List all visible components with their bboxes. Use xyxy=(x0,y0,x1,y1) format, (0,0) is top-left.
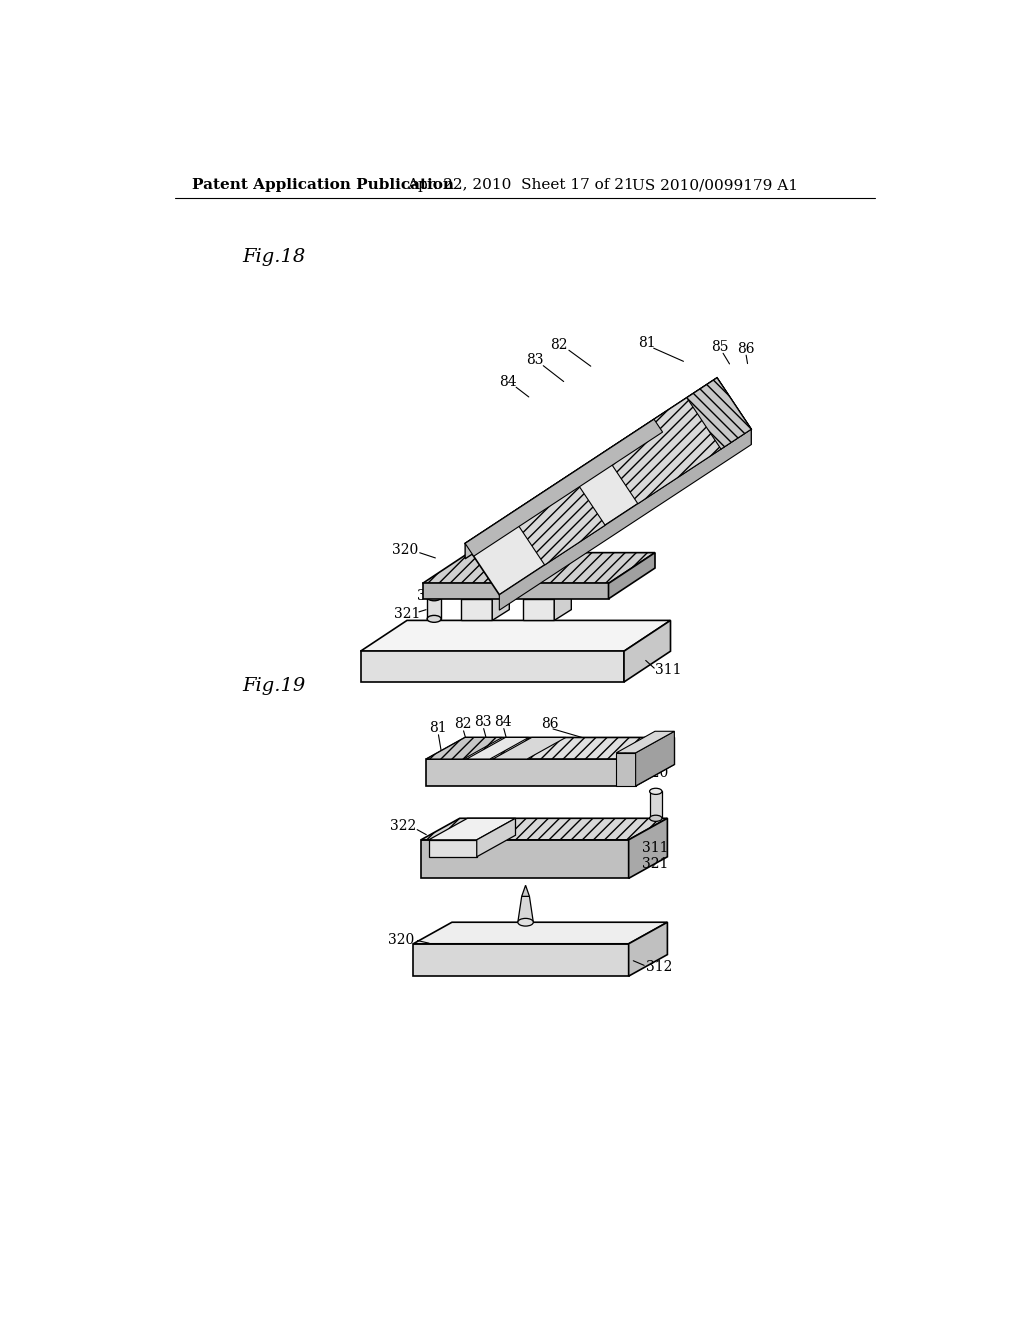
Text: 86: 86 xyxy=(737,342,755,355)
Polygon shape xyxy=(426,738,503,759)
Text: US 2010/0099179 A1: US 2010/0099179 A1 xyxy=(632,178,798,193)
Text: 321: 321 xyxy=(642,858,669,871)
Polygon shape xyxy=(604,378,752,504)
Polygon shape xyxy=(636,731,675,785)
Polygon shape xyxy=(461,599,493,620)
Polygon shape xyxy=(465,420,663,556)
Polygon shape xyxy=(414,923,668,944)
Polygon shape xyxy=(465,378,717,558)
Text: Patent Application Publication: Patent Application Publication xyxy=(193,178,455,193)
Text: 84: 84 xyxy=(499,375,516,388)
Text: Fig.19: Fig.19 xyxy=(243,677,306,694)
Text: 81: 81 xyxy=(429,721,446,735)
Polygon shape xyxy=(500,429,752,610)
Polygon shape xyxy=(461,589,509,599)
Text: 83: 83 xyxy=(474,715,492,729)
Text: 85: 85 xyxy=(712,341,729,354)
Polygon shape xyxy=(423,583,608,599)
Polygon shape xyxy=(414,944,629,977)
Text: 321: 321 xyxy=(394,607,420,622)
Polygon shape xyxy=(477,818,515,857)
Ellipse shape xyxy=(649,788,662,795)
Polygon shape xyxy=(360,620,671,651)
Ellipse shape xyxy=(518,919,534,927)
Polygon shape xyxy=(523,589,571,599)
Text: 311: 311 xyxy=(642,841,669,854)
Polygon shape xyxy=(429,818,515,840)
Text: 322: 322 xyxy=(417,589,443,603)
Polygon shape xyxy=(493,738,566,759)
Text: 320: 320 xyxy=(392,543,419,557)
Polygon shape xyxy=(554,589,571,620)
Polygon shape xyxy=(687,378,752,449)
Text: 86: 86 xyxy=(542,717,559,731)
Polygon shape xyxy=(518,896,534,923)
Polygon shape xyxy=(629,923,668,977)
Polygon shape xyxy=(608,553,655,599)
Polygon shape xyxy=(421,818,668,840)
Polygon shape xyxy=(426,738,675,759)
Polygon shape xyxy=(624,620,671,682)
Polygon shape xyxy=(521,886,529,896)
Polygon shape xyxy=(465,378,752,595)
Text: 311: 311 xyxy=(655,663,682,677)
Polygon shape xyxy=(427,598,441,619)
Ellipse shape xyxy=(649,816,662,821)
Polygon shape xyxy=(616,731,675,752)
Ellipse shape xyxy=(427,615,441,622)
Polygon shape xyxy=(523,599,554,620)
Polygon shape xyxy=(636,738,675,785)
Text: Apr. 22, 2010  Sheet 17 of 21: Apr. 22, 2010 Sheet 17 of 21 xyxy=(407,178,634,193)
Polygon shape xyxy=(423,553,655,583)
Polygon shape xyxy=(616,752,636,785)
Polygon shape xyxy=(426,759,636,785)
Text: 81: 81 xyxy=(638,337,656,350)
Polygon shape xyxy=(467,738,528,759)
Text: 84: 84 xyxy=(495,715,512,729)
Text: 83: 83 xyxy=(526,354,544,367)
Polygon shape xyxy=(510,474,605,565)
Text: Fig.18: Fig.18 xyxy=(243,248,306,265)
Text: 82: 82 xyxy=(550,338,567,351)
Polygon shape xyxy=(629,818,668,878)
Polygon shape xyxy=(493,589,509,620)
Polygon shape xyxy=(360,651,624,682)
Text: 320: 320 xyxy=(642,766,668,780)
Polygon shape xyxy=(649,792,662,818)
Polygon shape xyxy=(421,840,629,878)
Text: 82: 82 xyxy=(454,717,471,731)
Text: 320: 320 xyxy=(388,933,414,946)
Text: 312: 312 xyxy=(646,960,672,974)
Ellipse shape xyxy=(427,594,441,601)
Polygon shape xyxy=(717,378,752,445)
Text: 322: 322 xyxy=(390,818,416,833)
Polygon shape xyxy=(429,840,477,857)
